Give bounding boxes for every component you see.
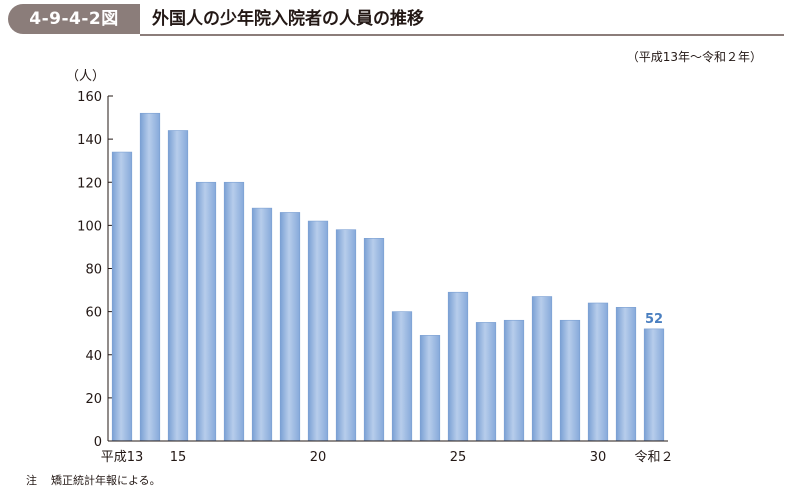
x-tick-label: 30 bbox=[590, 450, 607, 465]
data-labels: 52 bbox=[645, 312, 663, 327]
data-label: 52 bbox=[645, 312, 663, 327]
x-tick-label: 15 bbox=[170, 450, 187, 465]
x-tick-label: 25 bbox=[450, 450, 467, 465]
y-tick-label: 20 bbox=[85, 392, 102, 407]
bar-30 bbox=[587, 302, 609, 442]
y-tick-label: 100 bbox=[77, 219, 102, 234]
footnote-mark: 注 bbox=[26, 474, 37, 487]
x-tick-label: 令和２ bbox=[634, 450, 673, 465]
bar-24 bbox=[419, 335, 441, 442]
figure-number-badge: 4-9-4-2図 bbox=[8, 4, 140, 34]
y-tick-label: 40 bbox=[85, 349, 102, 364]
x-tick-label: 平成13 bbox=[101, 450, 144, 465]
x-tick-label: 20 bbox=[310, 450, 327, 465]
bar-19 bbox=[279, 212, 301, 442]
footnote: 注 矯正統計年報による。 bbox=[26, 472, 161, 488]
y-tick-label: 80 bbox=[85, 263, 102, 278]
bar-16 bbox=[195, 181, 217, 442]
y-axis-ticks: 0 20 40 60 80 100 120 140 160 bbox=[77, 90, 113, 450]
y-axis-unit-label: （人） bbox=[66, 69, 105, 84]
y-tick-label: 120 bbox=[77, 176, 102, 191]
bar-29 bbox=[559, 319, 581, 442]
figure-title: 外国人の少年院入院者の人員の推移 bbox=[152, 9, 424, 29]
bar-23 bbox=[391, 311, 413, 442]
bar-26 bbox=[475, 322, 497, 442]
bar-18 bbox=[251, 207, 273, 442]
bar-27 bbox=[503, 319, 525, 442]
bar-平成13 bbox=[111, 151, 133, 442]
bar-14 bbox=[139, 112, 161, 442]
bar-22 bbox=[363, 238, 385, 442]
bar-15 bbox=[167, 130, 189, 442]
y-tick-label: 0 bbox=[94, 435, 102, 450]
y-tick-label: 140 bbox=[77, 133, 102, 148]
y-tick-label: 60 bbox=[85, 306, 102, 321]
bar-20 bbox=[307, 220, 329, 442]
bars bbox=[111, 112, 665, 442]
y-tick-label: 160 bbox=[77, 90, 102, 105]
x-axis-ticks: 平成13 15 20 25 30 令和２ bbox=[101, 450, 674, 465]
period-label: （平成13年～令和２年） bbox=[626, 50, 762, 64]
bar-21 bbox=[335, 229, 357, 442]
bar-17 bbox=[223, 181, 245, 442]
bar-令和2 bbox=[643, 328, 665, 442]
bar-令和元 bbox=[615, 307, 637, 442]
bar-25 bbox=[447, 291, 469, 442]
footnote-text: 矯正統計年報による。 bbox=[51, 474, 161, 487]
figure-header: 4-9-4-2図 外国人の少年院入院者の人員の推移 bbox=[0, 4, 792, 36]
bar-28 bbox=[531, 296, 553, 442]
header-rule bbox=[140, 34, 784, 36]
